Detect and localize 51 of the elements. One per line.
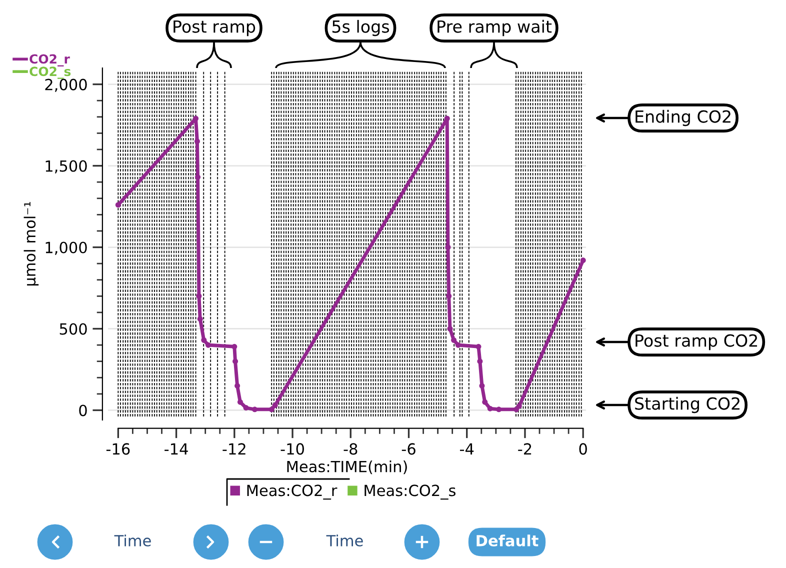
point	[237, 399, 243, 405]
point	[243, 405, 249, 411]
text: Starting CO2	[635, 396, 740, 414]
point	[196, 293, 202, 299]
point	[234, 383, 240, 389]
point	[197, 316, 203, 322]
x-tick-label: 0	[579, 443, 587, 455]
y-tick-label: 2,000	[45, 78, 87, 92]
point	[477, 358, 483, 364]
point	[516, 403, 522, 409]
point	[487, 406, 493, 412]
x-tick-label: -4	[460, 443, 474, 455]
point	[479, 383, 485, 389]
x-tick-label: -16	[106, 443, 130, 455]
legend-label: CO2_r	[30, 54, 70, 66]
point	[444, 116, 450, 122]
y-axis-title: µmol mol⁻¹	[24, 202, 39, 286]
text: Time	[326, 534, 363, 546]
text: Meas:CO2_r	[247, 484, 338, 500]
y-tick-label: 1,000	[46, 242, 87, 255]
x-tick-label: -8	[344, 443, 358, 455]
x-axis-title: Meas:TIME(min)	[287, 460, 407, 474]
x-tick-label: -2	[518, 443, 532, 455]
y-tick-label: 500	[60, 323, 87, 335]
point	[272, 402, 278, 408]
x-tick-label: -10	[280, 443, 304, 455]
text: 5s logs	[332, 20, 390, 36]
legend-label: CO2_s	[30, 66, 71, 79]
point	[192, 116, 199, 122]
text: Ending CO2	[636, 110, 730, 126]
point	[232, 344, 238, 350]
point	[476, 344, 482, 350]
x-tick-label: -6	[402, 443, 416, 455]
text: Meas:CO2_s	[364, 484, 456, 500]
x-tick-label: -12	[222, 443, 246, 455]
point	[455, 342, 461, 348]
point	[201, 337, 207, 343]
text: Post ramp CO2	[636, 334, 758, 350]
text: Pre ramp wait	[438, 20, 552, 36]
text: Post ramp	[174, 20, 256, 36]
x-tick-label: -14	[164, 443, 188, 455]
point	[232, 358, 238, 364]
point	[115, 202, 121, 208]
text: Default	[476, 534, 538, 546]
text: Time	[114, 534, 151, 546]
point	[451, 337, 457, 343]
point	[482, 399, 488, 405]
y-tick-label: 1,500	[46, 160, 87, 174]
y-tick-label: 0	[79, 404, 87, 416]
point	[580, 258, 586, 264]
point	[268, 406, 274, 412]
